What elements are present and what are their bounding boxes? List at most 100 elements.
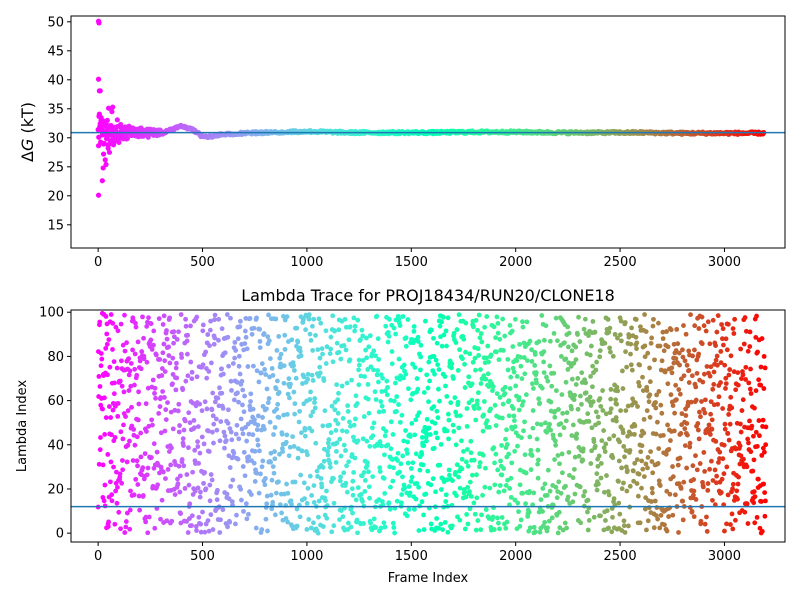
lambda-point [393, 331, 399, 337]
lambda-point [325, 452, 331, 458]
lambda-point [473, 417, 479, 423]
lambda-point [291, 443, 297, 449]
lambda-point [97, 319, 103, 325]
lambda-point [747, 418, 752, 424]
lambda-point [291, 368, 297, 373]
lambda-point [721, 442, 727, 448]
lambda-point [728, 394, 734, 400]
lambda-point [264, 386, 270, 392]
lambda-point [514, 358, 520, 364]
lambda-point [105, 524, 111, 529]
lambda-point [352, 328, 358, 334]
lambda-point [726, 412, 732, 417]
lambda-point [365, 367, 371, 372]
lambda-point [120, 458, 125, 463]
lambda-point [259, 464, 265, 470]
lambda-point [305, 452, 310, 458]
lambda-point [247, 315, 253, 321]
lambda-point [574, 431, 580, 437]
lambda-point [403, 335, 409, 341]
lambda-point [426, 425, 432, 431]
lambda-point [375, 368, 381, 373]
lambda-point [635, 493, 641, 499]
lambda-point [663, 451, 669, 457]
lambda-point [723, 375, 729, 381]
lambda-point [582, 489, 588, 494]
lambda-point [185, 373, 191, 379]
lambda-point [588, 373, 593, 379]
lambda-point [187, 420, 193, 426]
lambda-point [645, 518, 651, 524]
lambda-point [181, 463, 187, 469]
lambda-point [426, 359, 432, 365]
lambda-point [752, 520, 758, 526]
lambda-point [214, 497, 220, 503]
lambda-point [548, 427, 554, 433]
lambda-point [462, 489, 468, 495]
lambda-point [664, 488, 670, 494]
dg-point [106, 149, 113, 155]
lambda-point [105, 452, 111, 457]
lambda-point [360, 499, 365, 504]
lambda-point [559, 470, 565, 476]
lambda-point [708, 364, 714, 370]
lambda-point [549, 515, 555, 521]
lambda-point [726, 372, 732, 378]
lambda-point [169, 518, 175, 524]
lambda-point [233, 521, 238, 527]
lambda-point [383, 388, 388, 394]
lambda-point [741, 341, 747, 347]
lambda-point [680, 347, 685, 353]
lambda-point [739, 376, 744, 382]
lambda-point [318, 320, 324, 326]
lambda-point [339, 383, 345, 389]
lambda-point [151, 441, 157, 447]
lambda-point [117, 471, 123, 477]
lambda-point [763, 424, 769, 430]
lambda-point [162, 369, 168, 375]
lambda-point [254, 315, 259, 321]
lambda-point [338, 453, 344, 459]
lambda-point [248, 492, 254, 497]
lambda-point [703, 397, 708, 403]
lambda-point [302, 433, 308, 439]
lambda-point [668, 438, 673, 443]
lambda-point [406, 506, 412, 512]
lambda-x-tick-label: 3000 [708, 549, 741, 564]
lambda-point [617, 439, 622, 445]
lambda-point [245, 458, 251, 464]
lambda-point [359, 327, 365, 333]
lambda-point [469, 472, 475, 478]
lambda-point [390, 520, 396, 526]
lambda-point [733, 387, 739, 393]
lambda-point [259, 361, 265, 367]
lambda-point [208, 512, 214, 518]
lambda-point [499, 472, 505, 478]
lambda-point [651, 525, 657, 531]
lambda-point [198, 521, 204, 527]
lambda-point [632, 431, 637, 437]
lambda-point [331, 500, 337, 506]
lambda-point [755, 476, 761, 482]
lambda-point [745, 436, 751, 442]
lambda-point [473, 317, 479, 323]
lambda-point [569, 433, 575, 438]
dg-x-tick-label: 2500 [604, 255, 637, 270]
lambda-point [665, 422, 670, 428]
lambda-point [113, 324, 119, 330]
lambda-point [726, 437, 732, 443]
lambda-point [284, 481, 289, 487]
lambda-point [267, 356, 273, 361]
lambda-point [673, 356, 679, 361]
lambda-point [722, 528, 727, 534]
lambda-point [308, 338, 314, 343]
lambda-point [311, 500, 317, 505]
lambda-point [337, 517, 342, 523]
lambda-point [654, 505, 660, 510]
lambda-point [707, 466, 712, 472]
lambda-point [705, 481, 711, 486]
lambda-point [528, 467, 534, 473]
lambda-point [173, 387, 179, 393]
lambda-point [496, 520, 501, 526]
lambda-point [628, 362, 634, 368]
